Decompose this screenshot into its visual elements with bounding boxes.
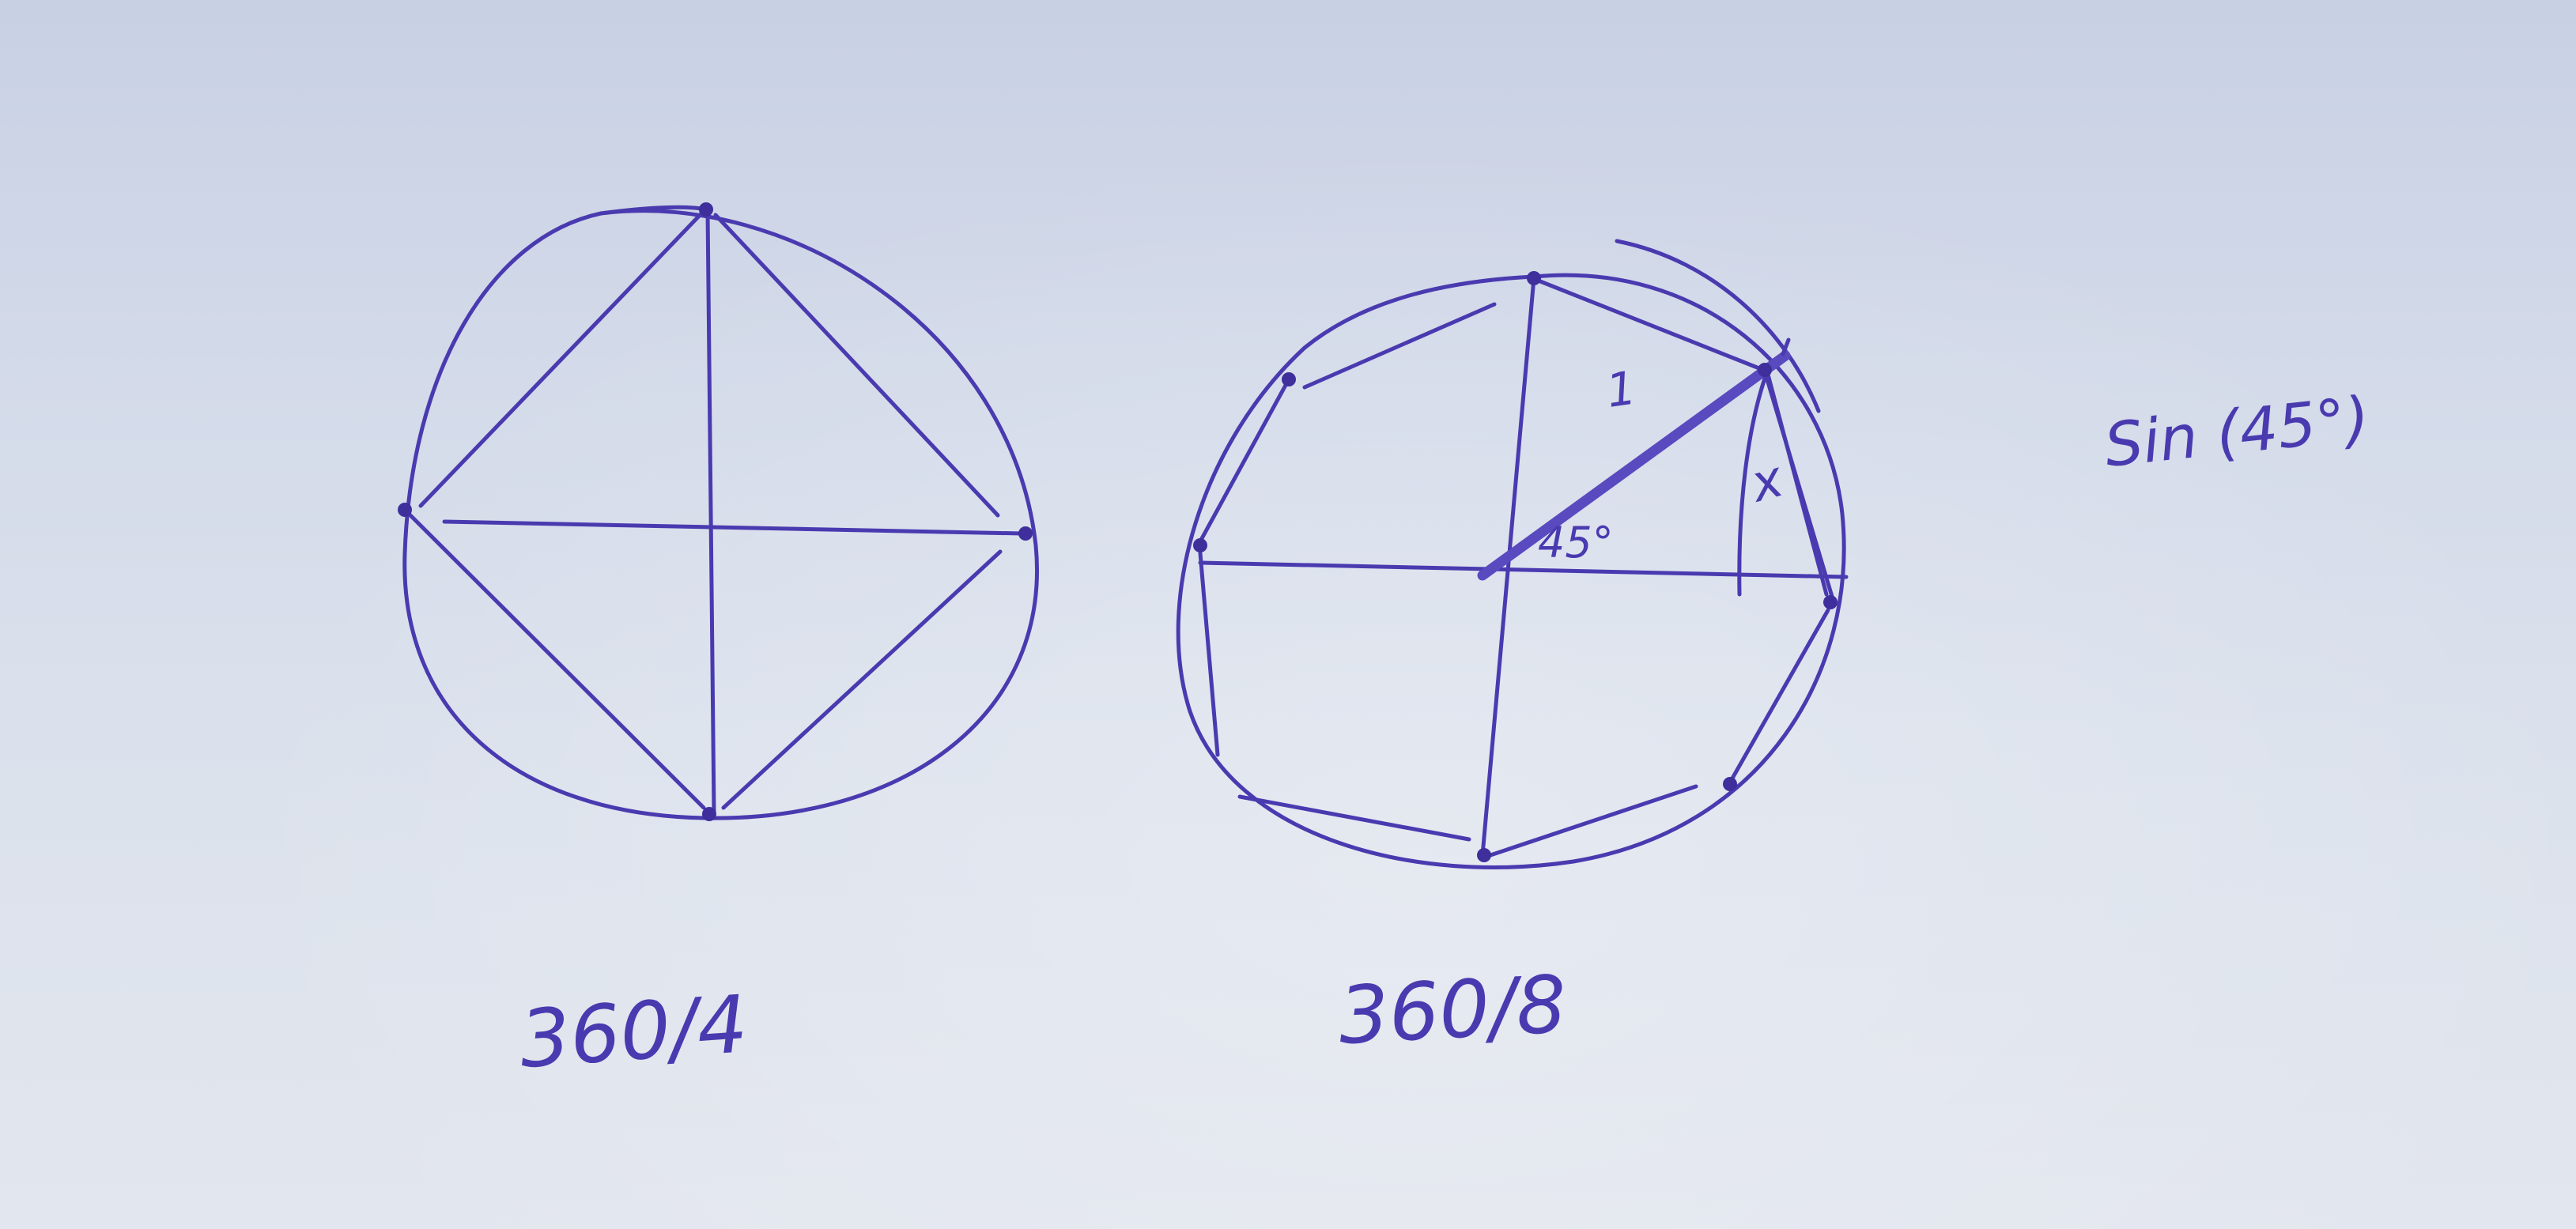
right-vertex-left bbox=[1193, 538, 1207, 552]
left-horizontal-diameter bbox=[442, 519, 1024, 536]
right-vertex-bottom bbox=[1477, 848, 1491, 862]
right-vertical-diameter bbox=[1480, 276, 1536, 858]
radius-45-degree bbox=[1477, 350, 1791, 581]
octagon-in-circle-figure bbox=[1176, 239, 1849, 869]
octagon-side-3 bbox=[1728, 608, 1830, 785]
octagon-side-7 bbox=[1198, 377, 1291, 544]
square-side-top-left bbox=[418, 207, 708, 508]
right-vertex-lower-right bbox=[1723, 777, 1737, 791]
octagon-side-1 bbox=[1530, 276, 1766, 372]
radius-extension bbox=[1781, 337, 1791, 356]
radius-label: 1 bbox=[1603, 360, 1639, 417]
left-vertex-left bbox=[398, 503, 412, 517]
right-caption: 360/8 bbox=[1336, 958, 1569, 1062]
octagon-side-8 bbox=[1302, 302, 1497, 390]
right-vertex-upper-left bbox=[1282, 372, 1296, 386]
right-horizontal-diameter bbox=[1198, 560, 1849, 579]
square-side-bottom-left bbox=[405, 510, 706, 810]
square-side-top-right bbox=[713, 213, 1000, 518]
octagon-side-5 bbox=[1237, 794, 1471, 842]
left-circle bbox=[402, 209, 1039, 820]
side-x-label: x bbox=[1743, 450, 1790, 515]
octagon-side-6 bbox=[1198, 551, 1220, 757]
square-in-circle-figure bbox=[398, 202, 1039, 821]
left-caption: 360/4 bbox=[517, 978, 751, 1086]
right-vertex-upper-right bbox=[1758, 363, 1772, 377]
right-circle bbox=[1176, 273, 1846, 869]
right-vertex-right bbox=[1823, 595, 1838, 609]
angle-label: 45° bbox=[1538, 518, 1614, 567]
left-vertex-right bbox=[1018, 526, 1033, 541]
right-circle-overlap-arc bbox=[1615, 239, 1821, 413]
height-line bbox=[1737, 369, 1770, 597]
sine-note: Sin (45°) bbox=[2102, 383, 2373, 481]
chord-line bbox=[1765, 369, 1829, 597]
left-vertex-top bbox=[699, 202, 713, 217]
octagon-side-4 bbox=[1488, 784, 1698, 858]
left-vertical-diameter bbox=[705, 209, 716, 815]
square-side-bottom-right bbox=[721, 549, 1003, 810]
right-vertex-top bbox=[1527, 271, 1541, 285]
left-circle-overlap bbox=[599, 205, 708, 216]
left-vertex-bottom bbox=[702, 807, 716, 821]
